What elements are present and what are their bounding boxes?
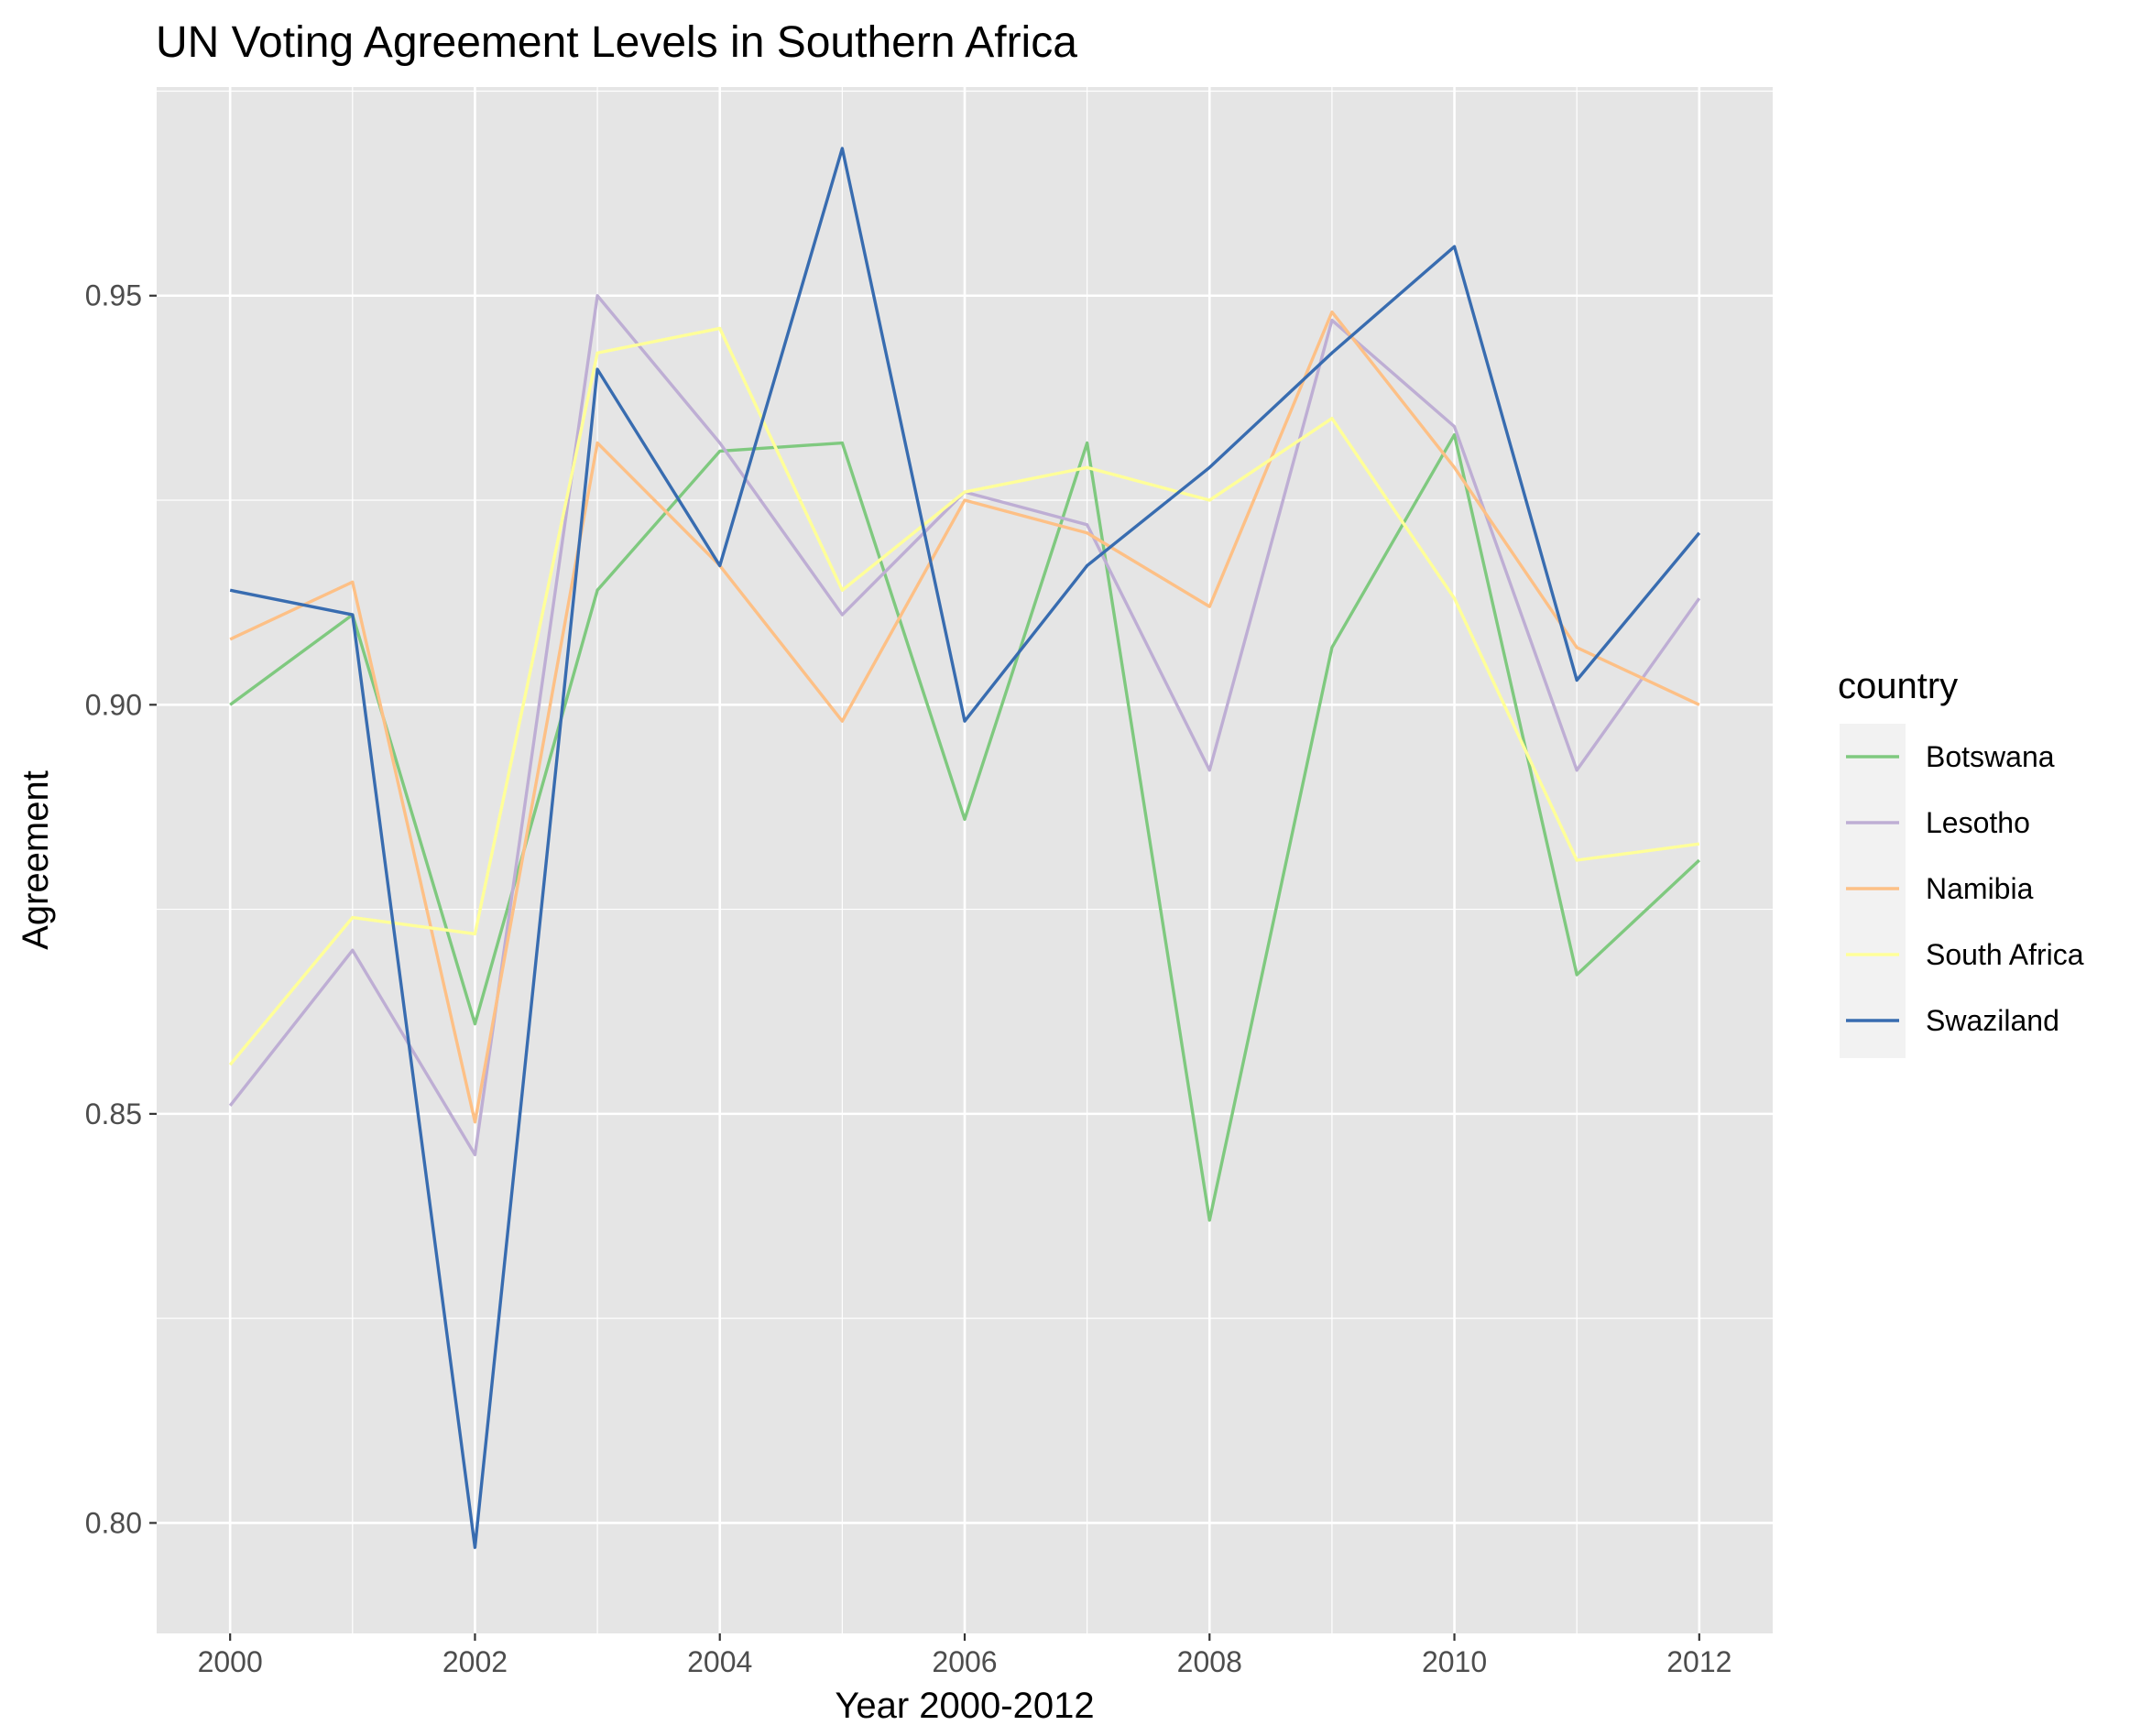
y-tick-label: 0.95 bbox=[85, 279, 142, 312]
legend-label-south-africa: South Africa bbox=[1926, 938, 2084, 971]
y-tick-label: 0.80 bbox=[85, 1506, 142, 1539]
series-lines bbox=[228, 147, 1701, 1549]
legend-items: Botswana Lesotho Namibia South Africa Swazil… bbox=[1846, 740, 2084, 1037]
x-tick-label: 2006 bbox=[932, 1645, 997, 1678]
series-line-swaziland bbox=[229, 147, 1701, 1549]
y-axis-title: Agreement bbox=[16, 770, 56, 950]
x-axis-title: Year 2000-2012 bbox=[835, 1686, 1094, 1726]
legend-label-botswana: Botswana bbox=[1926, 740, 2055, 773]
x-tick-label: 2002 bbox=[442, 1645, 508, 1678]
y-tick-label: 0.85 bbox=[85, 1097, 142, 1130]
x-tick-label: 2010 bbox=[1422, 1645, 1487, 1678]
x-tick-label: 2000 bbox=[198, 1645, 263, 1678]
chart-title: UN Voting Agreement Levels in Southern A… bbox=[156, 18, 1077, 67]
legend-label-namibia: Namibia bbox=[1926, 872, 2034, 905]
series-line-botswana bbox=[229, 432, 1700, 1222]
x-tick-label: 2004 bbox=[687, 1645, 752, 1678]
x-axis: 2000 2002 2004 2006 2008 2010 2012 bbox=[198, 1633, 1731, 1678]
series-line-namibia bbox=[229, 310, 1700, 1124]
grid-major bbox=[157, 87, 1773, 1633]
y-axis: 0.80 0.85 0.90 0.95 bbox=[85, 279, 157, 1539]
legend: country Botswana Lesotho Namibia South Afri… bbox=[1838, 666, 2084, 1058]
legend-label-swaziland: Swaziland bbox=[1926, 1004, 2059, 1037]
legend-key-background bbox=[1840, 724, 1906, 1058]
x-tick-label: 2012 bbox=[1666, 1645, 1731, 1678]
x-tick-label: 2008 bbox=[1177, 1645, 1242, 1678]
legend-title: country bbox=[1838, 666, 1958, 706]
legend-label-lesotho: Lesotho bbox=[1926, 806, 2030, 839]
y-tick-label: 0.90 bbox=[85, 688, 142, 721]
series-line-south-africa bbox=[228, 326, 1700, 1066]
